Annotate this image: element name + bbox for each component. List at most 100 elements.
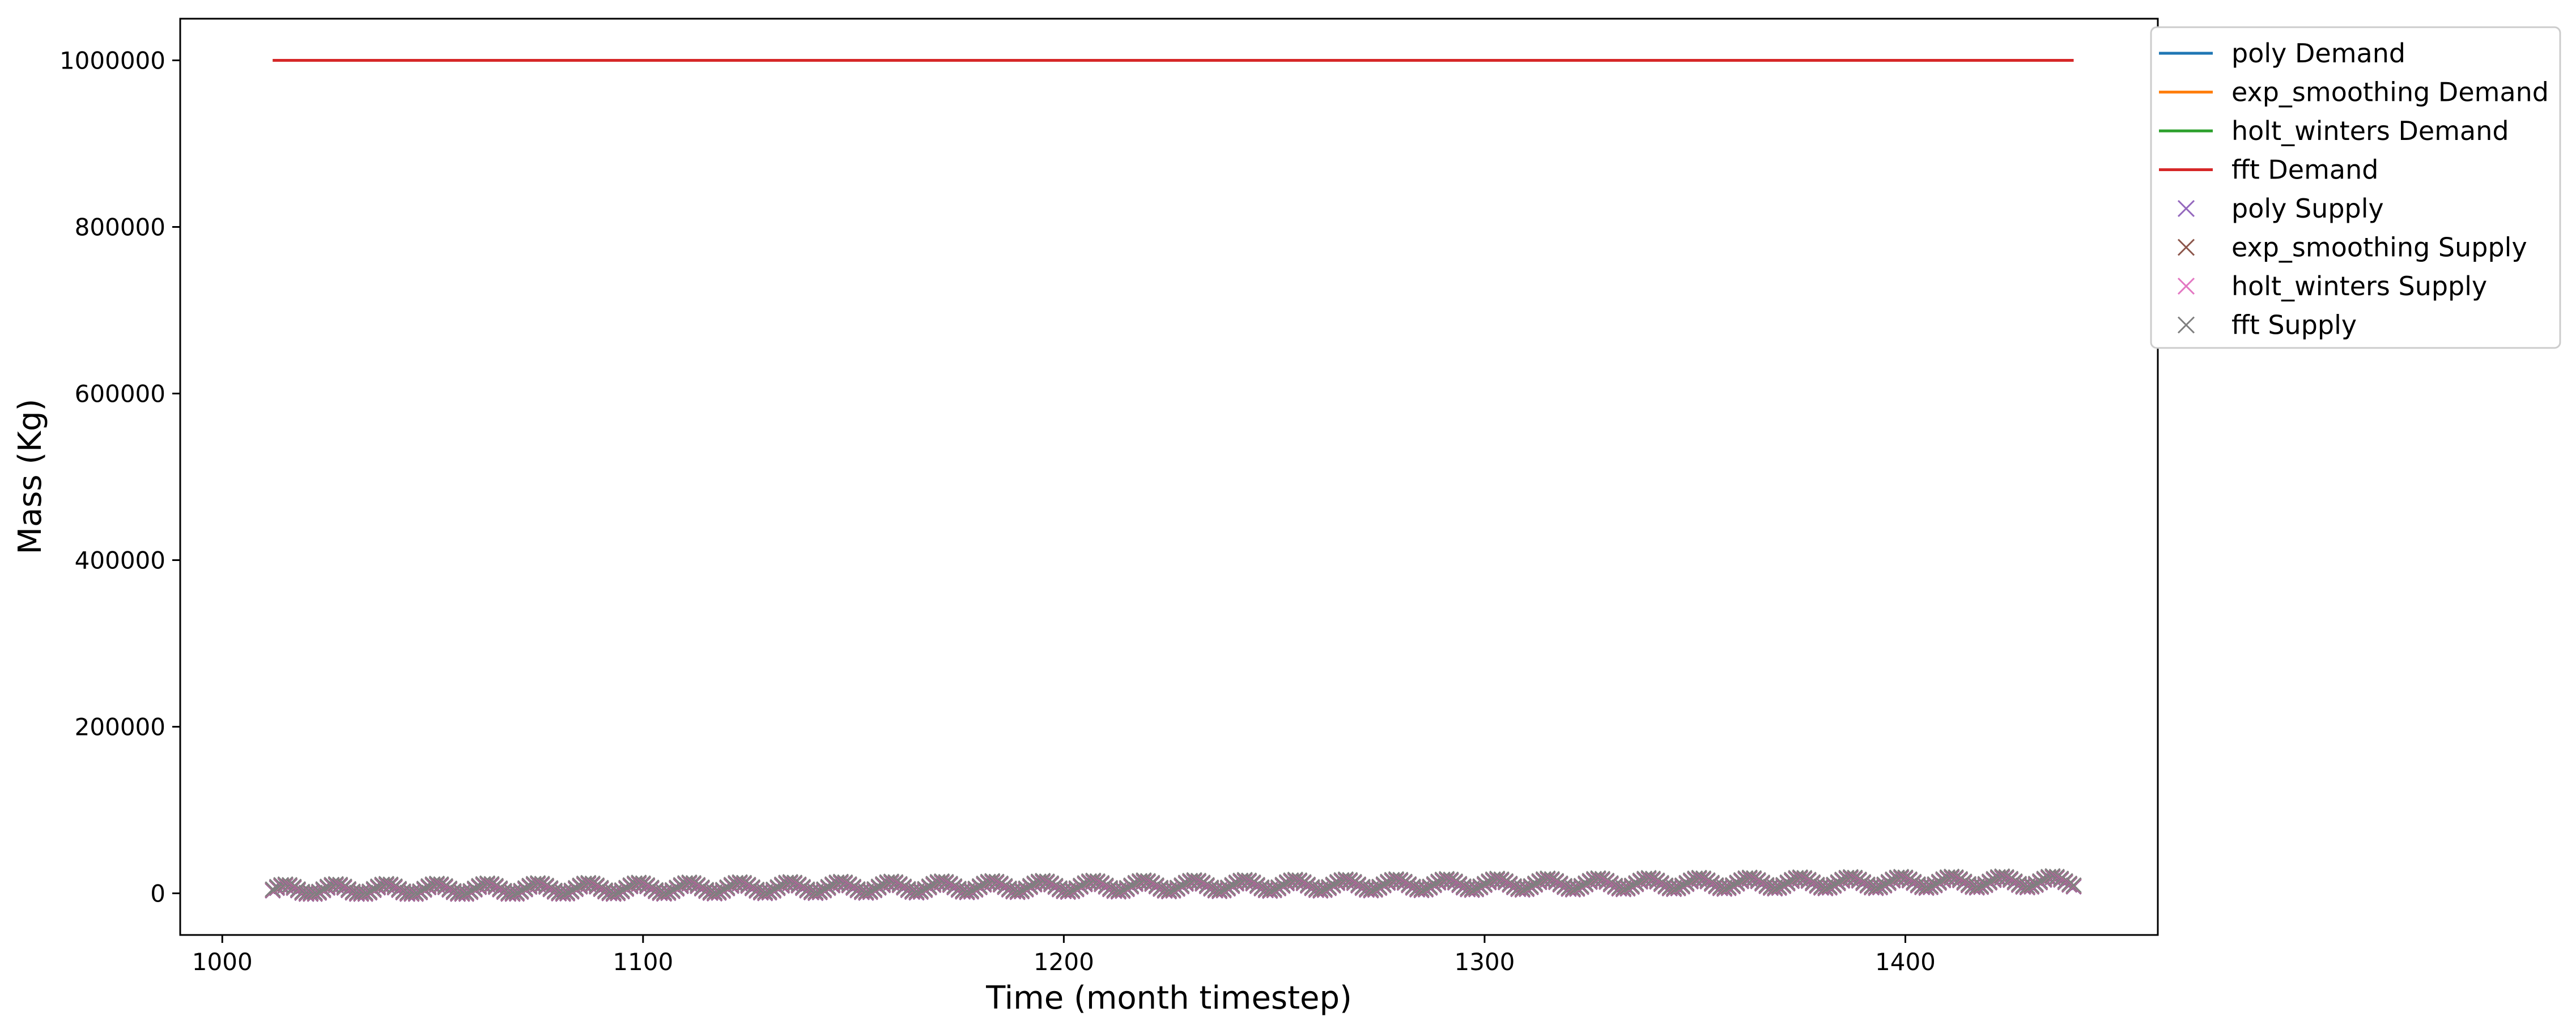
supply-marker xyxy=(1068,880,1085,896)
supply-marker xyxy=(1977,875,1993,892)
supply-marker xyxy=(967,880,984,897)
supply-marker xyxy=(1527,875,1544,892)
supply-marker xyxy=(1316,881,1333,897)
supply-marker xyxy=(1266,881,1282,897)
supply-marker xyxy=(912,882,929,899)
supply-marker xyxy=(2032,873,2048,889)
supply-marker xyxy=(559,884,576,900)
legend-swatch-marker xyxy=(2177,239,2195,256)
supply-marker xyxy=(1219,879,1236,895)
y-tick-label: 1000000 xyxy=(59,47,165,75)
supply-marker xyxy=(1476,875,1493,892)
supply-marker xyxy=(1371,878,1388,895)
supply-marker xyxy=(1270,879,1287,895)
supply-marker xyxy=(508,884,525,901)
supply-marker xyxy=(1468,880,1485,896)
supply-marker xyxy=(1367,880,1383,897)
supply-marker xyxy=(1072,877,1089,894)
supply-marker xyxy=(669,879,685,896)
supply-marker xyxy=(1274,876,1291,893)
supply-marker xyxy=(614,882,630,898)
supply-marker xyxy=(1670,879,1686,895)
supply-marker xyxy=(816,881,832,898)
supply-marker xyxy=(462,883,479,899)
supply-marker xyxy=(1771,878,1787,895)
legend-label: exp_smoothing Demand xyxy=(2231,77,2549,108)
supply-marker xyxy=(1215,881,1232,898)
supply-marker xyxy=(715,881,731,898)
supply-marker xyxy=(1628,875,1644,891)
supply-marker xyxy=(1724,877,1741,893)
supply-marker xyxy=(811,883,828,899)
supply-marker xyxy=(1876,876,1893,892)
supply-marker xyxy=(1720,878,1737,895)
supply-marker xyxy=(362,883,378,899)
legend-label: poly Demand xyxy=(2231,38,2405,69)
supply-marker xyxy=(1830,874,1846,890)
supply-marker xyxy=(1519,879,1535,896)
supply-marker xyxy=(1821,878,1838,895)
supply-marker xyxy=(1375,876,1392,892)
y-tick-label: 600000 xyxy=(75,380,165,408)
supply-marker xyxy=(1619,879,1636,895)
supply-marker xyxy=(466,880,483,896)
x-tick-label: 1200 xyxy=(1034,948,1094,976)
supply-marker xyxy=(1922,878,1939,894)
legend-label: poly Supply xyxy=(2231,193,2384,224)
y-tick-label: 0 xyxy=(150,880,165,908)
supply-marker xyxy=(1018,880,1034,896)
supply-marker xyxy=(1973,877,1990,894)
supply-marker xyxy=(1880,874,1897,890)
supply-marker xyxy=(618,879,635,896)
supply-marker xyxy=(1064,882,1081,898)
supply-marker xyxy=(365,881,382,897)
legend-label: holt_winters Supply xyxy=(2231,271,2487,301)
supply-marker xyxy=(2065,877,2082,894)
supply-marker xyxy=(971,878,988,894)
x-tick-label: 1000 xyxy=(192,948,253,976)
supply-marker xyxy=(1119,879,1135,896)
supply-marker xyxy=(1872,878,1888,894)
supply-marker xyxy=(1174,877,1190,893)
supply-marker xyxy=(862,882,878,899)
supply-marker xyxy=(963,882,980,899)
supply-marker xyxy=(1927,876,1943,892)
supply-marker xyxy=(1014,882,1030,898)
supply-marker xyxy=(719,879,736,895)
supply-marker xyxy=(1169,879,1185,896)
supply-marker xyxy=(1678,874,1695,891)
supply-marker xyxy=(1426,875,1442,892)
supply-marker xyxy=(1472,878,1489,894)
supply-marker xyxy=(1224,877,1240,893)
x-tick-label: 1400 xyxy=(1875,948,1936,976)
supply-marker xyxy=(1826,876,1842,893)
supply-marker xyxy=(1674,877,1690,894)
supply-marker xyxy=(1165,881,1181,898)
supply-marker xyxy=(265,881,281,898)
plot-frame xyxy=(179,18,2159,936)
legend-swatch-marker xyxy=(2177,277,2195,295)
legend-swatch-marker xyxy=(2177,316,2195,334)
supply-marker xyxy=(1981,873,1998,890)
supply-marker xyxy=(2027,875,2044,892)
supply-marker xyxy=(416,880,432,897)
supply-marker xyxy=(866,881,883,897)
supply-marker xyxy=(513,882,529,899)
supply-marker xyxy=(563,882,580,899)
x-axis-ticks: 1000 1100 1200 1300 1400 xyxy=(192,935,1936,976)
supply-marker xyxy=(610,884,626,900)
supply-marker xyxy=(567,879,584,896)
supply-marker xyxy=(1417,880,1434,896)
y-tick-label: 800000 xyxy=(75,214,165,241)
legend-label: fft Supply xyxy=(2231,310,2357,341)
supply-marker xyxy=(1422,878,1438,895)
supply-marker xyxy=(1623,877,1640,894)
y-tick-label: 200000 xyxy=(75,713,165,741)
supply-marker xyxy=(1325,876,1341,892)
legend-label: holt_winters Demand xyxy=(2231,116,2509,146)
x-tick-label: 1300 xyxy=(1454,948,1515,976)
y-axis-label: Mass (Kg) xyxy=(12,399,49,555)
supply-marker xyxy=(870,878,887,895)
supply-marker xyxy=(1569,879,1585,896)
